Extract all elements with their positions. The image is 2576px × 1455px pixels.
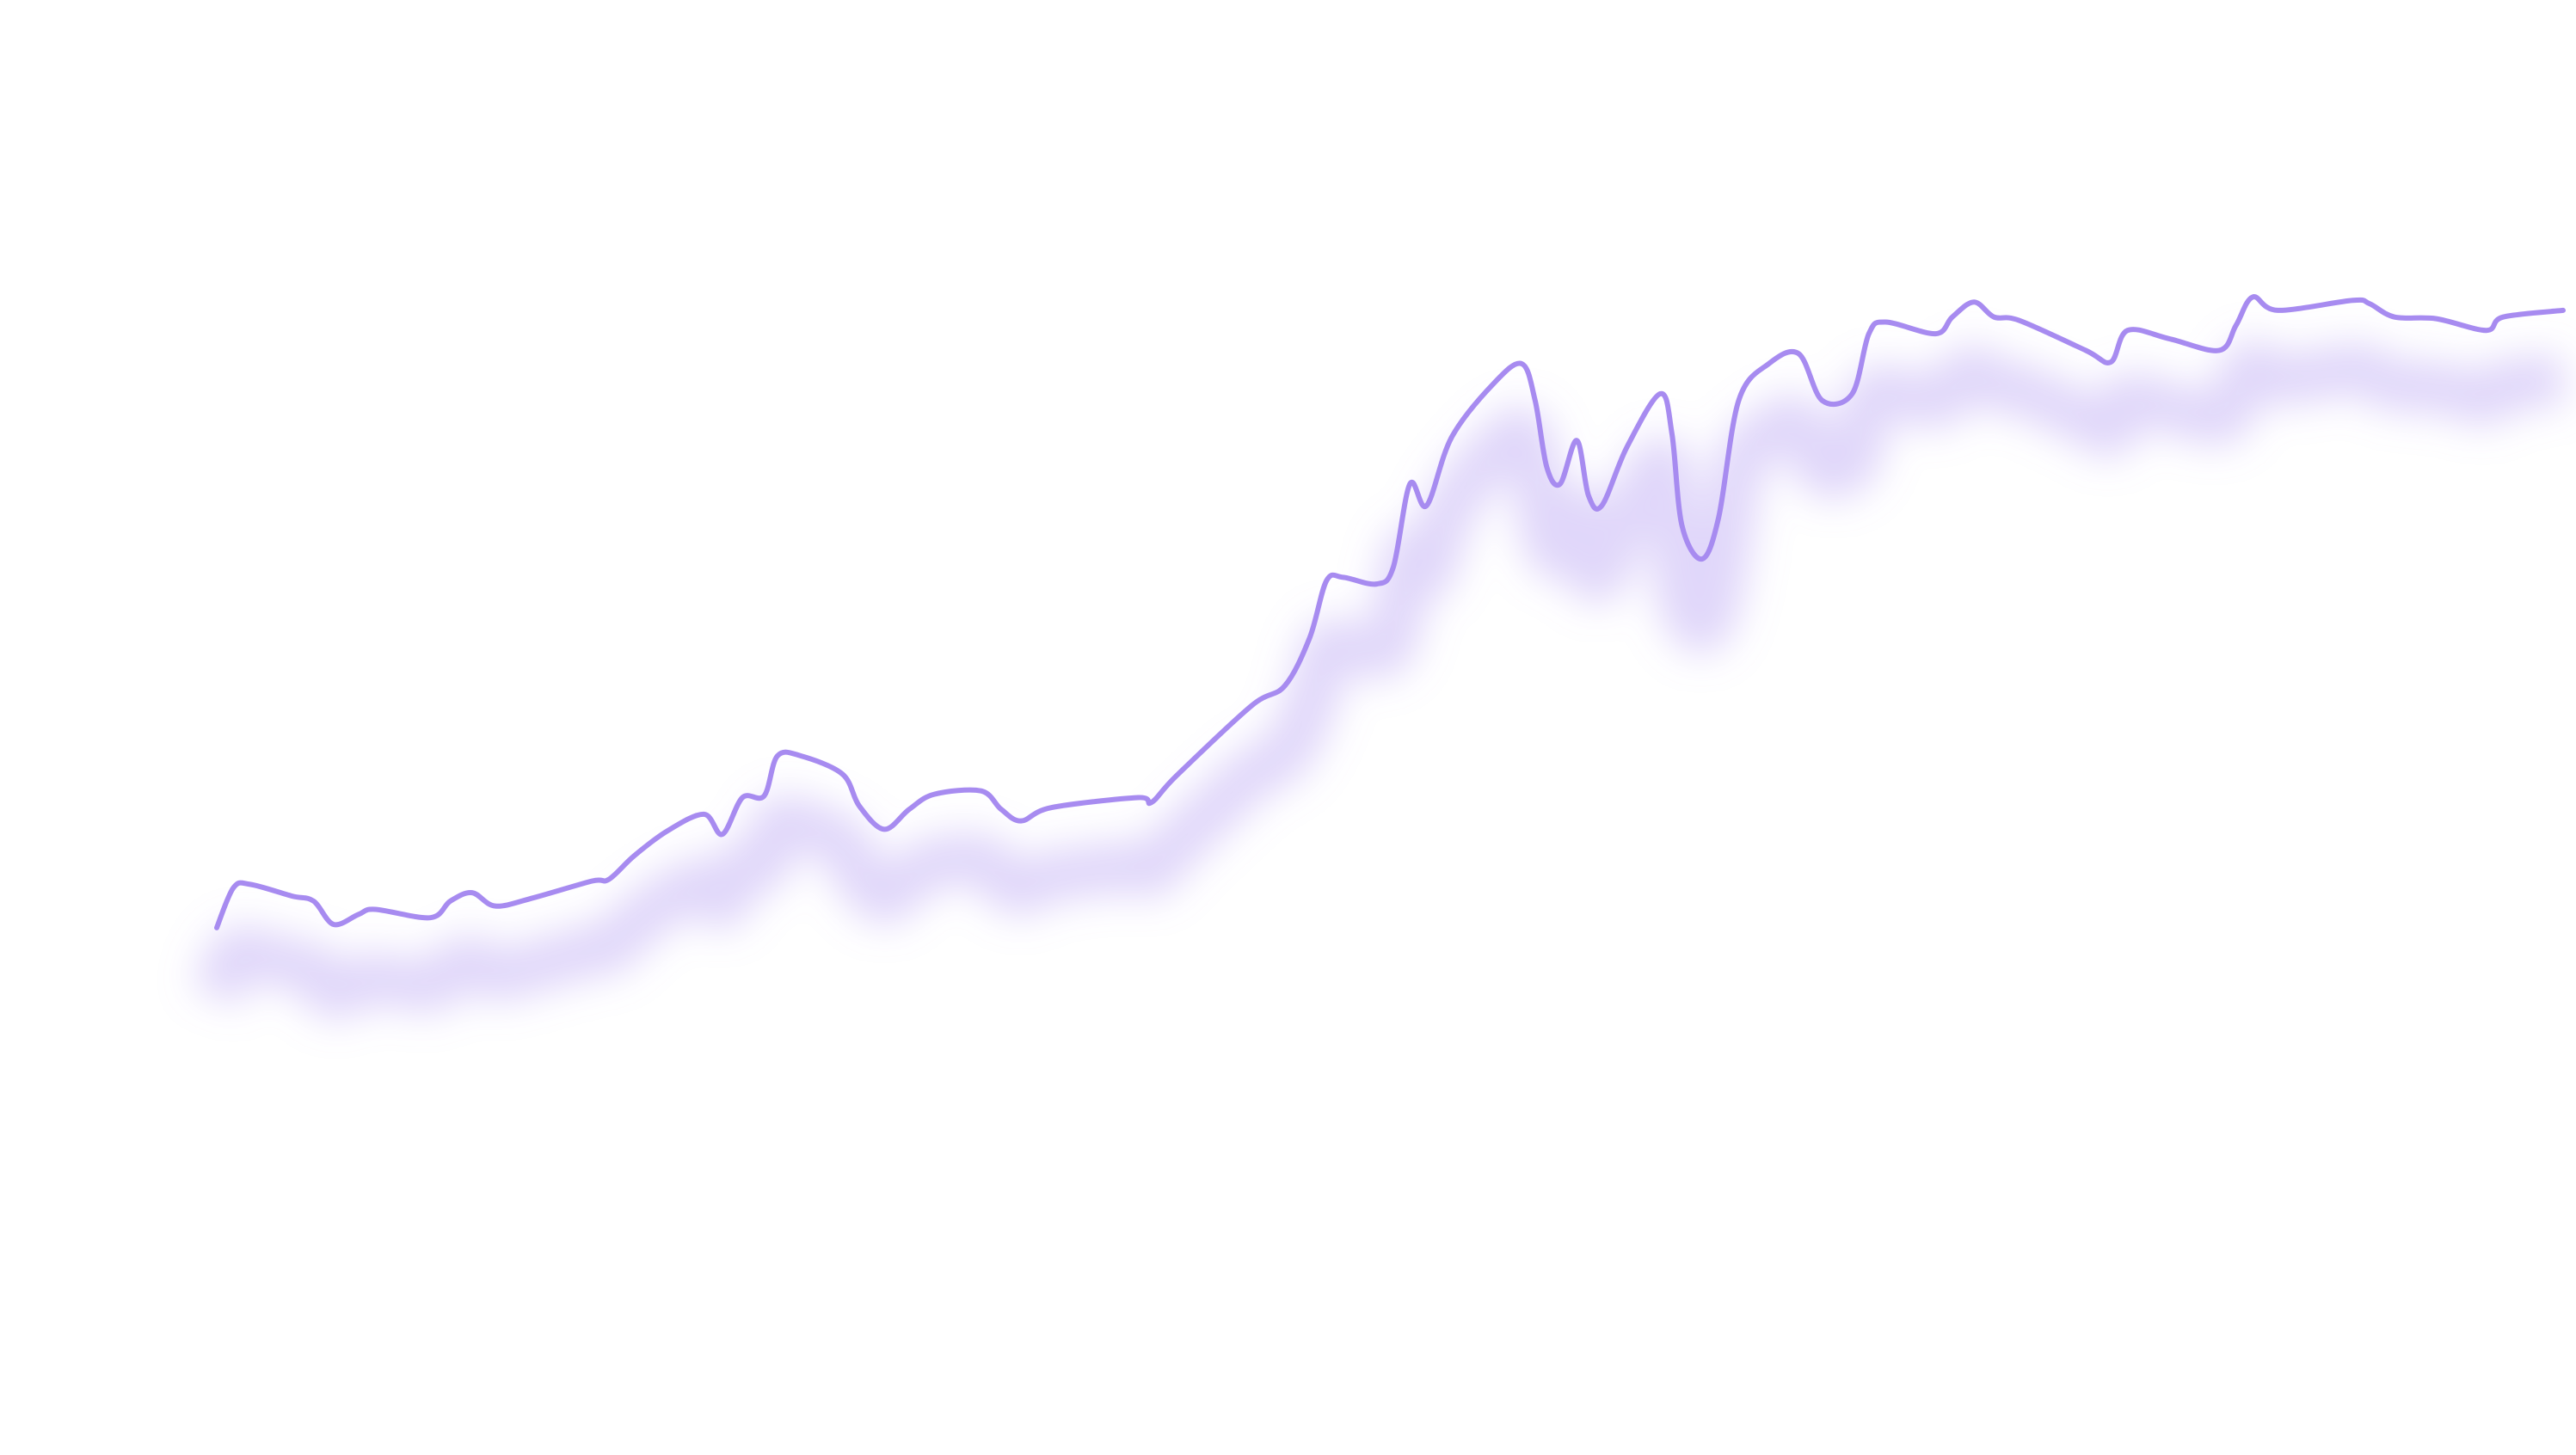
line — [214, 294, 2566, 930]
line-glow — [193, 340, 2567, 1020]
